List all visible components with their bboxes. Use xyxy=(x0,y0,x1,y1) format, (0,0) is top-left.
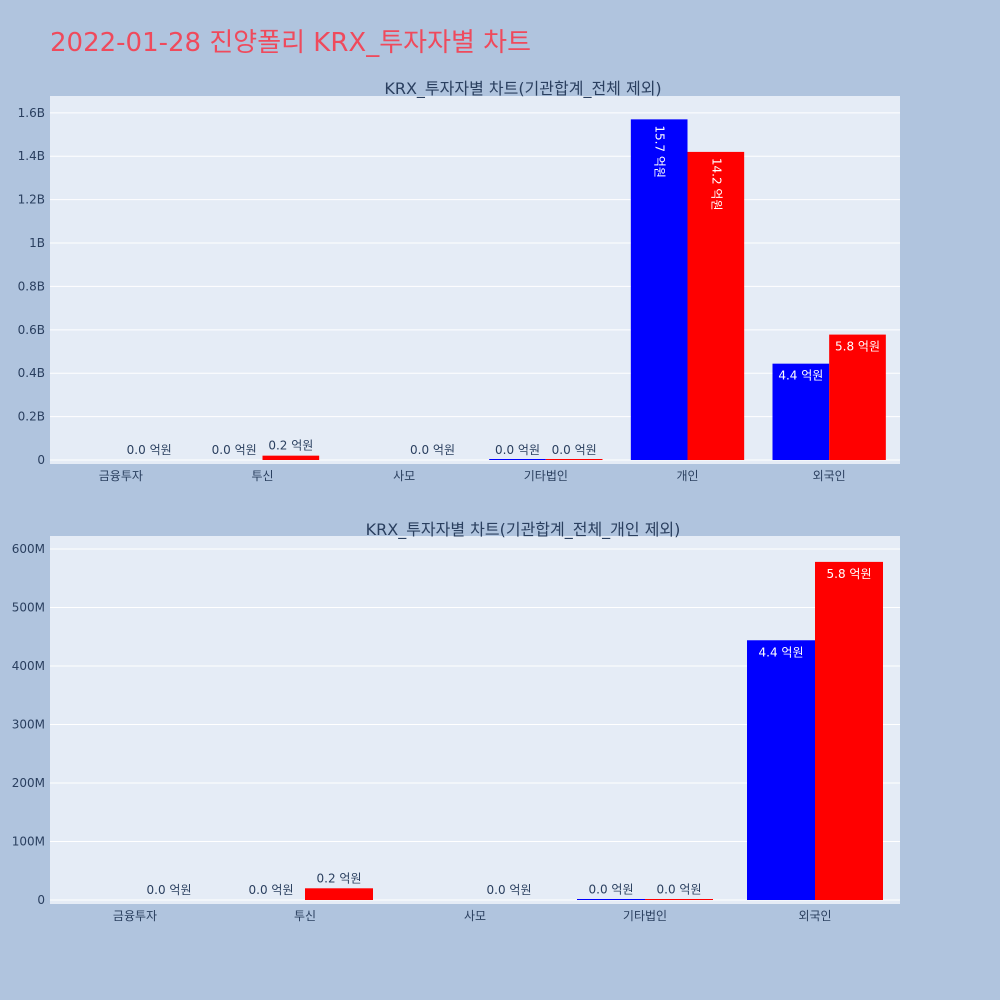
bar-data-label: 5.8 억원 xyxy=(827,567,872,581)
bar-sell xyxy=(305,888,373,900)
bar-data-label: 0.0 억원 xyxy=(212,443,257,457)
y-tick-label: 100M xyxy=(12,835,45,849)
bar-buy xyxy=(747,640,815,900)
y-tick-label: 0.4B xyxy=(18,366,45,380)
x-tick-label: 금융투자 xyxy=(113,909,157,923)
y-tick-label: 300M xyxy=(12,718,45,732)
bar-sell xyxy=(815,561,883,900)
y-tick-label: 0 xyxy=(37,453,45,467)
x-tick-label: 투신 xyxy=(294,909,316,923)
bar-data-label: 4.4 억원 xyxy=(759,645,804,659)
y-tick-label: 1.4B xyxy=(18,149,45,163)
bar-data-label: 0.2 억원 xyxy=(317,871,362,885)
chart-title: KRX_투자자별 차트(기관합계_전체_개인 제외) xyxy=(366,520,681,540)
bar-data-label: 0.0 억원 xyxy=(657,882,702,896)
bar-data-label: 0.0 억원 xyxy=(589,882,634,896)
y-tick-label: 400M xyxy=(12,659,45,673)
x-tick-label: 외국인 xyxy=(813,469,846,483)
bar-data-label: 4.4 억원 xyxy=(778,369,823,383)
x-tick-label: 금융투자 xyxy=(99,469,143,483)
bar-data-label: 14.2 억원 xyxy=(709,158,723,211)
bar-data-label: 0.0 억원 xyxy=(127,443,172,457)
bar-sell xyxy=(262,455,320,460)
bar-data-label: 0.0 억원 xyxy=(147,883,192,897)
y-tick-label: 1B xyxy=(29,236,45,250)
x-tick-label: 사모 xyxy=(464,909,486,923)
bar-data-label: 0.2 억원 xyxy=(268,439,313,453)
x-tick-label: 기타법인 xyxy=(623,909,667,923)
x-tick-label: 사모 xyxy=(393,469,415,483)
bar-data-label: 0.0 억원 xyxy=(410,443,455,457)
bar-sell xyxy=(645,899,713,900)
chart-panel-2: KRX_투자자별 차트(기관합계_전체_개인 제외) 0 100M 200M 300M 4… xyxy=(12,520,900,923)
bar-data-label: 0.0 억원 xyxy=(487,883,532,897)
y-tick-label: 0.6B xyxy=(18,323,45,337)
chart-title: KRX_투자자별 차트(기관합계_전체 제외) xyxy=(384,79,661,99)
y-tick-label: 600M xyxy=(12,542,45,556)
bar-sell xyxy=(545,459,603,460)
bar-data-label: 0.0 억원 xyxy=(249,883,294,897)
bar-data-label: 0.0 억원 xyxy=(495,443,540,457)
bar-sell xyxy=(687,151,745,461)
page-title: 2022-01-28 진양폴리 KRX_투자자별 차트 xyxy=(50,28,532,58)
plot-area xyxy=(50,96,900,464)
bar-data-label: 5.8 억원 xyxy=(835,340,880,354)
x-tick-label: 기타법인 xyxy=(524,469,568,483)
x-tick-label: 외국인 xyxy=(798,909,831,923)
x-tick-label: 투신 xyxy=(251,469,273,483)
x-tick-label: 개인 xyxy=(676,469,698,483)
y-tick-label: 500M xyxy=(12,601,45,615)
bar-buy xyxy=(772,363,830,460)
bar-buy xyxy=(489,459,546,460)
y-tick-label: 0 xyxy=(37,893,45,907)
y-tick-label: 200M xyxy=(12,776,45,790)
y-tick-label: 1.6B xyxy=(18,106,45,120)
bar-sell xyxy=(829,334,886,460)
chart-panel-1: KRX_투자자별 차트(기관합계_전체 제외) 0 0.2B 0.4B 0.6B 0.8B… xyxy=(18,79,900,483)
y-tick-label: 1.2B xyxy=(18,193,45,207)
bar-data-label: 0.0 억원 xyxy=(552,443,597,457)
bar-buy xyxy=(630,119,688,460)
y-tick-label: 0.2B xyxy=(18,410,45,424)
bar-buy xyxy=(577,899,645,900)
bar-data-label: 15.7 억원 xyxy=(653,125,667,178)
y-tick-label: 0.8B xyxy=(18,279,45,293)
